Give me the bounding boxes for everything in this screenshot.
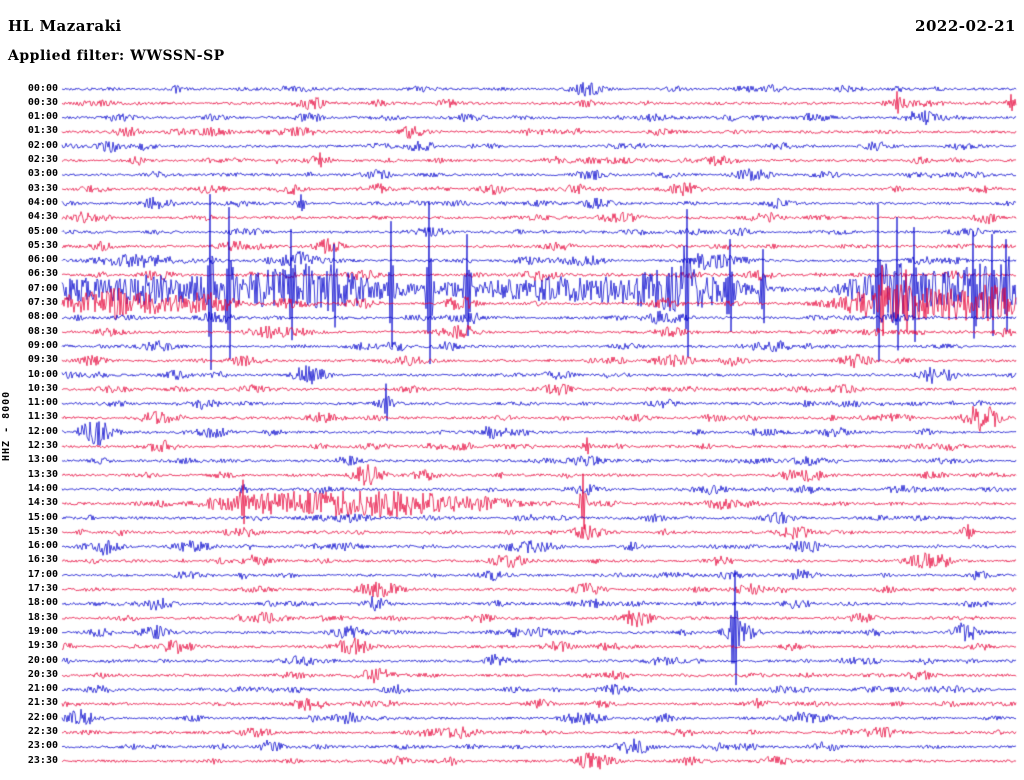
station-title: HL Mazaraki xyxy=(8,17,122,35)
time-label: 18:00 xyxy=(27,597,58,609)
time-label: 15:30 xyxy=(27,525,58,537)
time-label: 06:00 xyxy=(27,254,58,266)
time-label: 23:00 xyxy=(27,740,58,752)
time-label: 14:00 xyxy=(27,482,58,494)
time-label: 21:30 xyxy=(27,697,58,709)
time-label: 02:30 xyxy=(27,154,58,165)
time-label: 07:30 xyxy=(27,297,58,308)
time-label: 17:30 xyxy=(27,583,58,594)
time-label: 10:30 xyxy=(27,382,58,394)
filter-label: Applied filter: WWSSN-SP xyxy=(8,48,225,64)
time-label: 01:00 xyxy=(27,111,58,123)
time-label: 19:00 xyxy=(27,625,58,637)
time-label: 20:30 xyxy=(27,668,58,680)
time-label: 14:30 xyxy=(27,497,58,509)
time-label: 23:30 xyxy=(27,754,58,766)
time-label: 17:00 xyxy=(27,568,58,580)
time-label: 04:00 xyxy=(27,196,58,208)
time-label: 00:00 xyxy=(27,82,58,94)
time-label: 05:00 xyxy=(27,225,58,237)
time-label: 03:00 xyxy=(27,168,58,180)
time-label: 15:00 xyxy=(27,511,58,523)
time-label: 05:30 xyxy=(27,239,58,251)
time-label: 04:30 xyxy=(27,211,58,223)
time-label: 10:00 xyxy=(27,368,58,380)
time-label: 21:00 xyxy=(27,683,58,695)
time-label: 11:30 xyxy=(27,411,58,423)
time-label: 00:30 xyxy=(27,96,58,108)
time-label: 09:00 xyxy=(27,339,58,351)
time-label: 22:30 xyxy=(27,726,58,737)
time-label: 22:00 xyxy=(27,711,58,723)
time-label: 08:00 xyxy=(27,311,58,323)
time-label: 03:30 xyxy=(27,182,58,194)
time-label: 13:00 xyxy=(27,454,58,466)
time-label: 19:30 xyxy=(27,640,58,652)
time-label: 09:30 xyxy=(27,354,58,366)
time-label: 13:30 xyxy=(27,468,58,480)
time-label: 06:30 xyxy=(27,268,58,280)
time-label: 12:30 xyxy=(27,440,58,451)
time-label: 16:00 xyxy=(27,540,58,552)
time-label: 16:30 xyxy=(27,554,58,566)
time-label: 08:30 xyxy=(27,325,58,337)
time-label: 02:00 xyxy=(27,139,58,151)
time-label: 20:00 xyxy=(27,654,58,666)
time-label: 12:00 xyxy=(27,425,58,437)
channel-gain-label: HHZ - 8000 xyxy=(1,390,12,462)
time-label: 07:00 xyxy=(27,282,58,294)
record-date: 2022-02-21 xyxy=(915,17,1016,35)
time-label: 18:30 xyxy=(27,611,58,623)
time-label: 01:30 xyxy=(27,125,58,137)
time-label: 11:00 xyxy=(27,397,58,409)
